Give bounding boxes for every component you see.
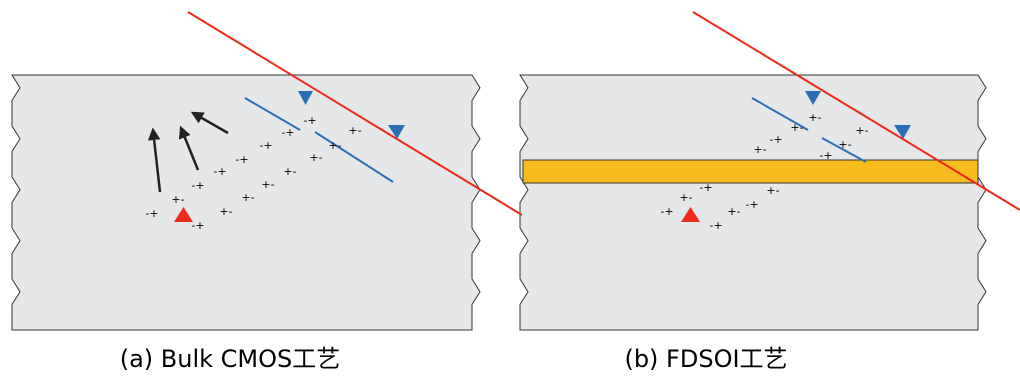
charge: +- <box>679 191 692 204</box>
charge: -+ <box>769 133 782 146</box>
caption: (b) FDSOI工艺 <box>624 345 787 373</box>
charge: -+ <box>699 181 712 194</box>
charge: -+ <box>145 207 158 220</box>
charge: +- <box>727 205 740 218</box>
caption: (a) Bulk CMOS工艺 <box>120 345 341 373</box>
charge: +- <box>309 151 322 164</box>
charge: -+ <box>819 149 832 162</box>
diagram: (a) Bulk CMOS工艺 (b) FDSOI工艺 -++--+-++--+… <box>0 0 1020 379</box>
charge: -+ <box>660 205 673 218</box>
charge: -+ <box>191 179 204 192</box>
charge: +- <box>348 124 361 137</box>
oxide-layer <box>523 160 978 183</box>
charge: +- <box>261 178 274 191</box>
charge: +- <box>808 111 821 124</box>
charge: +- <box>219 205 232 218</box>
charge: -+ <box>303 114 316 127</box>
charge: -+ <box>259 139 272 152</box>
charge: +- <box>171 193 184 206</box>
charge: +- <box>838 138 851 151</box>
charge: -+ <box>213 165 226 178</box>
charge: +- <box>241 191 254 204</box>
charge: -+ <box>281 126 294 139</box>
charge: -+ <box>235 153 248 166</box>
charge: +- <box>283 165 296 178</box>
charge: -+ <box>709 219 722 232</box>
charge: +- <box>855 124 868 137</box>
charge: +- <box>753 143 766 156</box>
charge: -+ <box>745 198 758 211</box>
charge: -+ <box>191 219 204 232</box>
charge: +- <box>790 121 803 134</box>
charge: +- <box>328 139 341 152</box>
charge: +- <box>766 184 779 197</box>
